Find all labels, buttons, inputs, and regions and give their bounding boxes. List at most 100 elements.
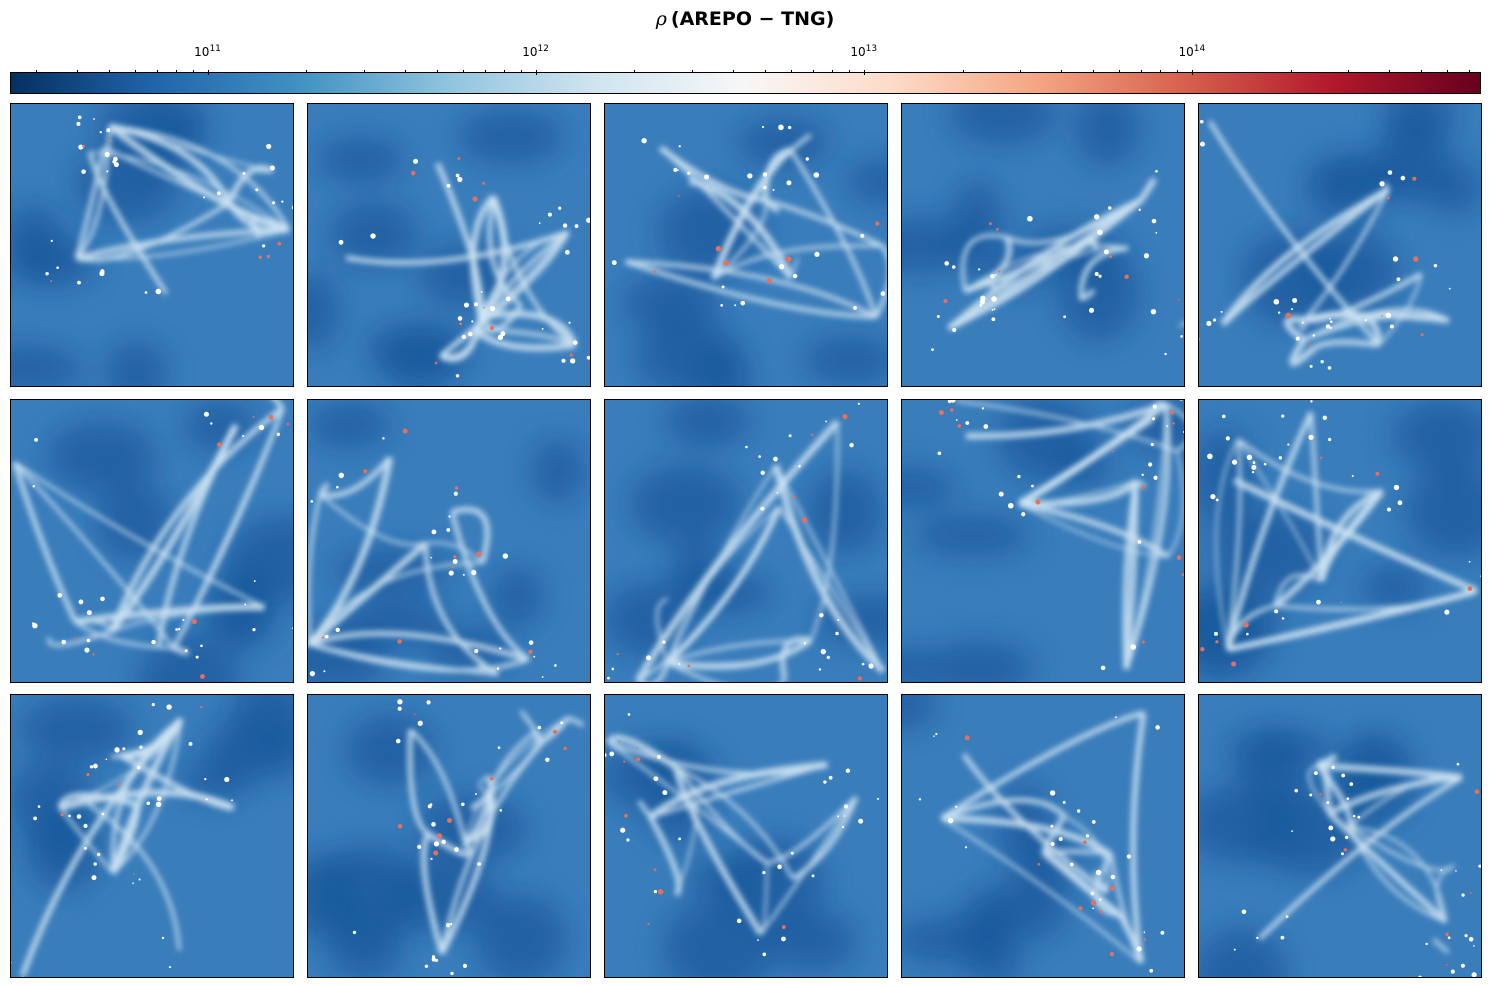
halo xyxy=(37,805,41,808)
halo xyxy=(1143,253,1150,259)
colorbar-minor-tick xyxy=(848,70,850,73)
halo xyxy=(721,285,725,289)
halo xyxy=(1078,906,1083,911)
filament xyxy=(480,310,578,347)
filament xyxy=(111,753,122,759)
halo xyxy=(1148,461,1153,467)
halo xyxy=(1256,936,1259,940)
filament xyxy=(789,133,812,152)
halo xyxy=(623,760,626,763)
halo xyxy=(761,125,765,129)
halo xyxy=(1243,621,1249,627)
halo xyxy=(994,274,997,276)
filament xyxy=(712,149,792,280)
halo xyxy=(955,805,958,808)
void-region xyxy=(206,575,276,650)
filament xyxy=(423,542,500,677)
halo xyxy=(990,274,995,279)
void-region xyxy=(950,179,1004,274)
filament xyxy=(791,796,859,881)
filament xyxy=(1304,312,1450,322)
halo xyxy=(453,491,458,496)
halo xyxy=(528,639,534,645)
filament xyxy=(463,716,569,842)
halo xyxy=(547,212,552,217)
colorbar-minor-tick xyxy=(962,70,964,73)
halo xyxy=(382,436,385,440)
density-map xyxy=(902,104,1184,386)
halo xyxy=(798,464,801,467)
filament xyxy=(1303,188,1390,322)
density-panel xyxy=(901,398,1185,683)
halo xyxy=(217,441,222,447)
filament xyxy=(774,464,885,672)
halo xyxy=(653,776,659,782)
halo xyxy=(1213,631,1218,636)
halo xyxy=(641,137,647,144)
void-region xyxy=(1199,782,1304,864)
filament xyxy=(474,327,576,348)
halo xyxy=(1464,934,1468,938)
halo xyxy=(1397,499,1403,505)
filament xyxy=(873,244,887,318)
halo xyxy=(1433,263,1438,268)
halo xyxy=(231,799,233,802)
halo xyxy=(155,801,162,808)
halo xyxy=(537,725,542,730)
halo xyxy=(607,676,610,680)
filament xyxy=(58,806,115,874)
halo xyxy=(1389,324,1394,329)
filament xyxy=(964,234,1095,294)
filament xyxy=(777,505,885,672)
colorbar-minor-tick xyxy=(790,70,792,73)
filament xyxy=(809,421,839,641)
halo xyxy=(1313,771,1318,776)
halo xyxy=(139,745,143,750)
filament xyxy=(1435,864,1455,922)
halo xyxy=(1281,616,1285,620)
halo xyxy=(657,889,664,895)
halo xyxy=(1379,181,1385,187)
halo xyxy=(253,579,256,582)
halo xyxy=(1396,277,1401,282)
filament xyxy=(1307,764,1331,814)
halo xyxy=(792,273,798,279)
halo xyxy=(1166,424,1169,427)
halo xyxy=(786,180,792,186)
halo xyxy=(83,823,88,828)
halo xyxy=(210,421,213,425)
halo xyxy=(609,751,615,757)
filament xyxy=(965,400,1168,439)
colorbar: 1011 1012 1013 1014 xyxy=(10,44,1481,94)
filament xyxy=(19,717,184,977)
void-region xyxy=(664,399,751,447)
halo xyxy=(335,627,340,632)
void-layer xyxy=(308,714,568,977)
filament xyxy=(1318,487,1384,582)
halo xyxy=(1281,413,1285,418)
halo xyxy=(1136,946,1142,952)
halo xyxy=(499,646,502,650)
void-region xyxy=(378,859,497,933)
filament xyxy=(470,194,496,318)
filament xyxy=(712,244,883,281)
void-region xyxy=(902,466,958,508)
halo xyxy=(1114,716,1117,719)
halo xyxy=(113,161,119,168)
halo xyxy=(1110,874,1116,880)
filament xyxy=(1299,319,1307,331)
void-layer xyxy=(46,400,293,682)
halo xyxy=(1221,414,1226,418)
density-panel xyxy=(901,103,1185,387)
halo xyxy=(413,158,419,164)
halo xyxy=(114,747,120,753)
halo xyxy=(572,340,578,345)
halo xyxy=(1108,206,1112,210)
halo xyxy=(1215,639,1219,643)
halo xyxy=(1287,442,1290,446)
void-region xyxy=(845,159,887,204)
halo xyxy=(762,871,766,875)
halo xyxy=(1164,352,1167,356)
halo xyxy=(552,729,558,734)
filament xyxy=(759,796,858,935)
